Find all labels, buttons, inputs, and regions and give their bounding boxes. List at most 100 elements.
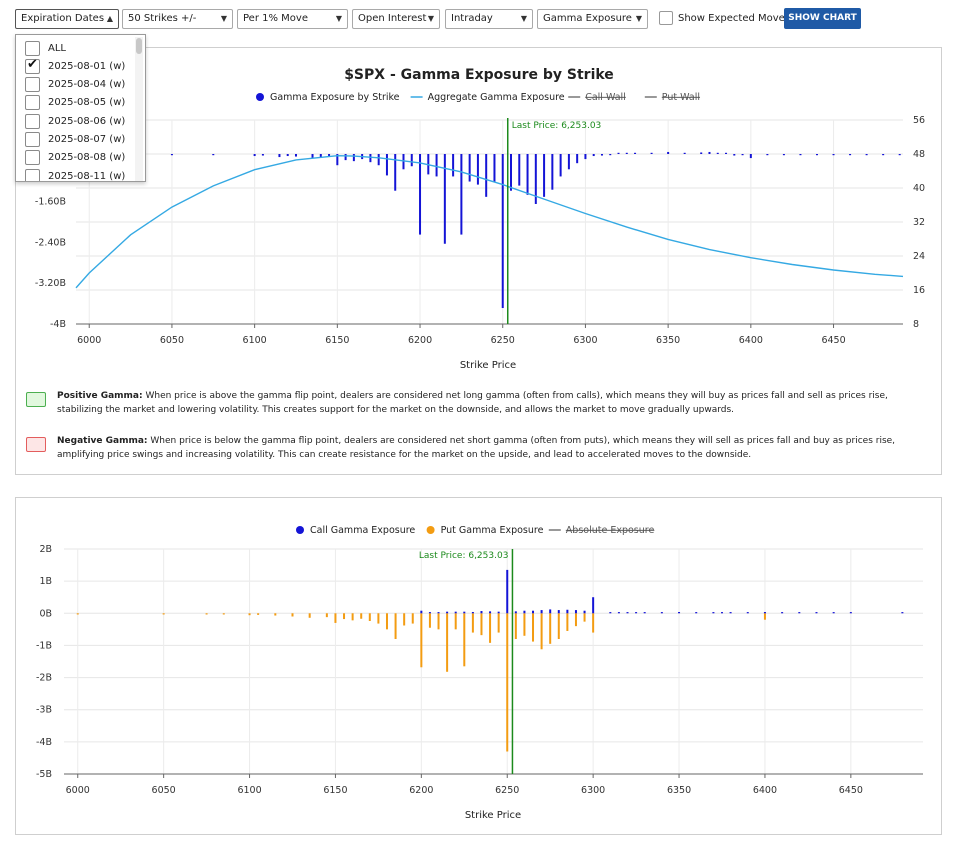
y-tick-label: 1B (39, 576, 52, 587)
chevron-down-icon: ▼ (220, 14, 227, 23)
call-gamma-bar (532, 610, 535, 614)
call-gamma-bar (815, 612, 818, 614)
gamma-bar (865, 154, 868, 156)
expiration-option[interactable]: 2025-08-07 (w) (25, 131, 125, 149)
dropdown-scrollbar[interactable] (135, 37, 143, 181)
call-gamma-bar (609, 612, 612, 614)
expiration-option[interactable]: 2025-08-01 (w) (25, 57, 125, 75)
checkbox-icon[interactable] (25, 150, 40, 166)
gamma-bar (510, 154, 513, 191)
dropdown-scroll-thumb[interactable] (136, 38, 142, 54)
gamma-bar (617, 152, 620, 154)
show-expected-move-toggle[interactable]: Show Expected Move (659, 9, 785, 27)
call-gamma-bar (489, 611, 492, 614)
expiration-option[interactable]: 2025-08-08 (w) (25, 149, 125, 167)
put-gamma-bar (566, 613, 569, 631)
chart-title: $SPX - Gamma Exposure by Strike (344, 67, 614, 83)
timeframe-label: Intraday (451, 13, 493, 24)
strikes-select[interactable]: 50 Strikes +/- ▼ (122, 9, 233, 29)
x-tick-label: 6450 (839, 785, 863, 796)
expiration-option[interactable]: 2025-08-04 (w) (25, 76, 125, 94)
legend-label: Put Gamma Exposure (441, 525, 544, 536)
gamma-bar (410, 154, 413, 167)
y2-tick-label: 48 (913, 149, 925, 160)
legend-label: Put Wall (662, 92, 700, 103)
gamma-bar (634, 152, 637, 154)
x-tick-label: 6450 (821, 335, 845, 346)
call-gamma-bar (729, 612, 732, 614)
checkbox-icon[interactable] (25, 40, 40, 56)
call-gamma-bar (583, 610, 586, 614)
gamma-bar (319, 154, 322, 158)
call-gamma-bar (798, 612, 801, 614)
gamma-bar (278, 154, 281, 158)
y-axis-right: 56 48 40 32 24 16 8 (913, 115, 925, 330)
checkbox-icon[interactable] (25, 113, 40, 129)
gamma-bar (849, 154, 852, 156)
gamma-bar (311, 154, 314, 159)
expiration-option-label: 2025-08-06 (w) (48, 115, 126, 127)
checkbox-icon[interactable] (25, 95, 40, 111)
call-gamma-bar (540, 610, 543, 614)
gamma-bar (592, 154, 595, 157)
call-gamma-bar (635, 612, 638, 614)
gamma-bar (394, 154, 397, 191)
y2-tick-label: 8 (913, 319, 919, 330)
y2-tick-label: 32 (913, 217, 925, 228)
expiration-option[interactable]: 2025-08-05 (w) (25, 94, 125, 112)
gamma-bar (650, 152, 653, 154)
legend-label: Aggregate Gamma Exposure (428, 92, 565, 103)
checkbox-icon[interactable] (25, 77, 40, 93)
checkbox-icon[interactable] (25, 168, 40, 181)
x-tick-label: 6000 (66, 785, 90, 796)
timeframe-select[interactable]: Intraday ▼ (445, 9, 533, 29)
gamma-bar (385, 154, 388, 176)
show-expected-move-checkbox[interactable] (659, 11, 673, 25)
checkbox-icon[interactable] (25, 132, 40, 147)
gamma-bar (443, 154, 446, 244)
strikes-label: 50 Strikes +/- (128, 13, 197, 24)
put-gamma-bar (325, 613, 328, 618)
put-gamma-bar (437, 613, 440, 630)
call-gamma-bar (566, 609, 569, 614)
x-tick-label: 6150 (325, 335, 349, 346)
x-tick-label: 6400 (739, 335, 763, 346)
y-tick-label: -3.20B (35, 278, 66, 289)
put-gamma-bar (574, 613, 577, 627)
gamma-bar (815, 154, 818, 156)
x-axis-label: Strike Price (460, 360, 516, 371)
expiration-option[interactable]: ALL (25, 39, 66, 57)
call-put-gamma-panel: Call Gamma Exposure Put Gamma Exposure Abs… (15, 497, 942, 835)
grid-lines (64, 548, 923, 775)
metric-select[interactable]: Open Interest ▼ (352, 9, 440, 29)
gamma-bar (369, 154, 372, 163)
y-tick-label: -1B (36, 640, 52, 651)
expiration-option[interactable]: 2025-08-06 (w) (25, 112, 125, 130)
expiration-option-label: 2025-08-08 (w) (48, 152, 126, 164)
chevron-down-icon: ▼ (520, 14, 527, 23)
call-gamma-bar (446, 611, 449, 614)
gamma-bar (344, 154, 347, 161)
move-select[interactable]: Per 1% Move ▼ (237, 9, 348, 29)
call-put-bars (76, 569, 904, 752)
put-gamma-bar (463, 613, 466, 667)
y2-tick-label: 16 (913, 285, 925, 296)
call-gamma-bar (849, 612, 852, 614)
gamma-bar (733, 154, 736, 156)
call-gamma-bar (428, 612, 431, 614)
x-tick-label: 6300 (581, 785, 605, 796)
call-gamma-bar (678, 612, 681, 614)
gamma-bar (377, 154, 380, 166)
gamma-bar (898, 154, 901, 156)
put-gamma-bar (497, 613, 500, 633)
call-gamma-bar (746, 612, 749, 614)
exposure-select[interactable]: Gamma Exposure ▼ (537, 9, 648, 29)
expiration-option[interactable]: 2025-08-11 (w) (25, 167, 125, 181)
aggregate-line (75, 154, 904, 289)
gamma-bar (832, 154, 835, 156)
expiration-dates-select[interactable]: Expiration Dates ▲ (15, 9, 119, 29)
put-gamma-bar (360, 613, 363, 619)
show-chart-button[interactable]: SHOW CHART (784, 8, 861, 29)
checked-checkbox-icon[interactable] (25, 57, 40, 74)
put-gamma-bar (248, 613, 251, 616)
